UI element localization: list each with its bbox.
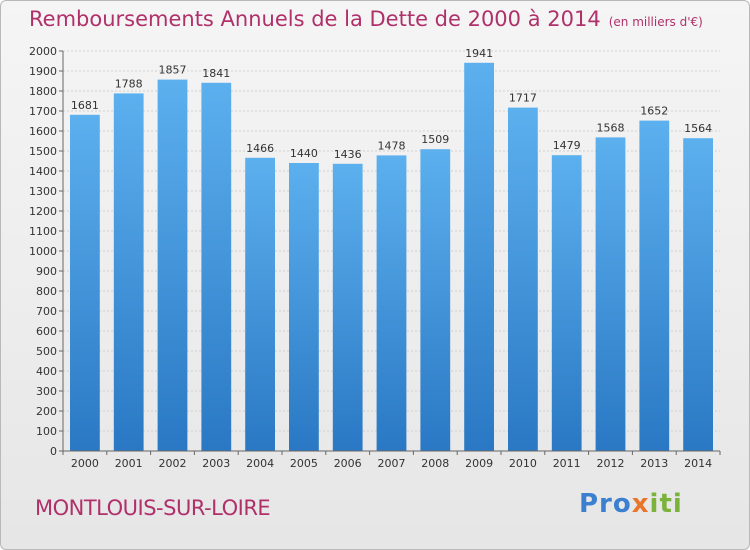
logo-part3: iti [649, 489, 683, 519]
data-label: 1564 [684, 122, 712, 135]
x-tick-label: 2003 [202, 457, 230, 470]
y-tick-label: 1000 [29, 245, 57, 258]
y-tick-label: 400 [36, 365, 57, 378]
y-tick-label: 1600 [29, 125, 57, 138]
y-tick-label: 1500 [29, 145, 57, 158]
bar [464, 62, 494, 452]
bar [639, 120, 670, 451]
y-tick-label: 1300 [29, 185, 57, 198]
bar [157, 79, 188, 451]
y-tick-label: 300 [36, 385, 57, 398]
data-label: 1466 [246, 142, 274, 155]
y-tick-label: 0 [50, 445, 57, 458]
data-label: 1717 [509, 92, 537, 105]
bar [376, 155, 407, 451]
y-tick-label: 600 [36, 325, 57, 338]
y-tick-label: 1200 [29, 205, 57, 218]
x-tick-label: 2009 [465, 457, 493, 470]
bar [420, 149, 451, 451]
x-tick-label: 2007 [378, 457, 406, 470]
bar [683, 138, 713, 451]
bar [113, 93, 144, 452]
y-tick-label: 1800 [29, 85, 57, 98]
x-tick-label: 2002 [159, 457, 187, 470]
y-tick-label: 1100 [29, 225, 57, 238]
bar [595, 137, 626, 451]
proxiti-logo: Proxiti [579, 489, 683, 519]
logo-part1: Pro [579, 489, 632, 519]
logo-part2: x [631, 489, 650, 519]
chart-title-text: Remboursements Annuels de la Dette de 20… [29, 7, 601, 31]
bar [201, 82, 232, 452]
data-label: 1440 [290, 147, 318, 160]
y-tick-label: 2000 [29, 45, 57, 58]
bar [551, 155, 582, 451]
city-name: MONTLOUIS-SUR-LOIRE [35, 496, 271, 520]
x-tick-label: 2010 [509, 457, 537, 470]
bar [332, 163, 363, 452]
data-label: 1857 [159, 64, 187, 77]
data-label: 1479 [553, 139, 581, 152]
x-tick-label: 2004 [246, 457, 274, 470]
x-tick-label: 2000 [71, 457, 99, 470]
bar [508, 107, 538, 451]
x-tick-label: 2014 [684, 457, 712, 470]
y-tick-label: 200 [36, 405, 57, 418]
x-tick-label: 2005 [290, 457, 318, 470]
y-tick-label: 1900 [29, 65, 57, 78]
y-tick-label: 1400 [29, 165, 57, 178]
x-tick-label: 2001 [115, 457, 143, 470]
axes: 0 100 200 300 400 500 600 700 800 900 1000 1100 1200… [29, 45, 721, 470]
bars: 1681 1788 1857 1841 1466 1440 1436 1478 1509 1941… [70, 47, 713, 452]
x-tick-label: 2013 [640, 457, 668, 470]
x-tick-label: 2008 [421, 457, 449, 470]
x-tick-label: 2012 [597, 457, 625, 470]
chart-title: Remboursements Annuels de la Dette de 20… [29, 7, 703, 31]
data-label: 1436 [334, 148, 362, 161]
y-tick-label: 500 [36, 345, 57, 358]
data-label: 1681 [71, 99, 99, 112]
bar [70, 114, 100, 452]
data-label: 1509 [421, 133, 449, 146]
data-label: 1478 [378, 139, 406, 152]
y-tick-label: 700 [36, 305, 57, 318]
x-tick-label: 2006 [334, 457, 362, 470]
y-tick-label: 900 [36, 265, 57, 278]
chart-subtitle: (en milliers d'€) [608, 15, 703, 29]
y-tick-label: 100 [36, 425, 57, 438]
data-label: 1652 [640, 105, 668, 118]
data-label: 1788 [115, 77, 143, 90]
data-label: 1941 [465, 47, 493, 60]
bar [245, 157, 275, 452]
y-tick-label: 800 [36, 285, 57, 298]
data-label: 1841 [202, 67, 230, 80]
data-label: 1568 [597, 121, 625, 134]
y-tick-label: 1700 [29, 105, 57, 118]
bar [289, 163, 319, 451]
x-tick-label: 2011 [553, 457, 581, 470]
